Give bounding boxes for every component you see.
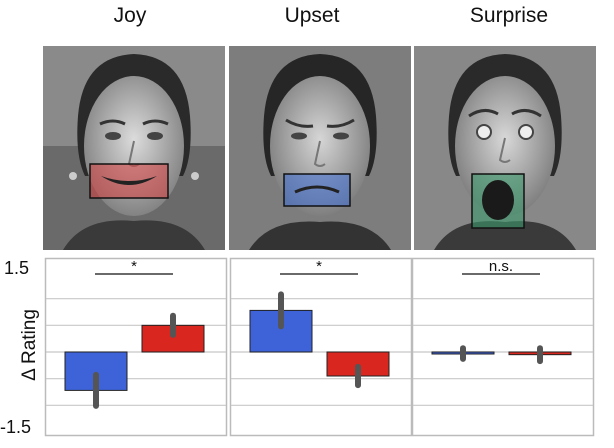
significance-label: * <box>316 258 322 275</box>
y-tick-top: 1.5 <box>4 258 30 278</box>
nose <box>498 137 511 163</box>
mouth-highlight <box>283 173 351 207</box>
panel-title-joy: Joy <box>113 4 147 27</box>
face-photo-surprise <box>414 46 596 250</box>
eyebrow-right <box>511 109 542 118</box>
face-illustration <box>414 46 596 250</box>
face-illustration <box>229 46 411 250</box>
eyebrow-left <box>285 118 314 128</box>
eye-left <box>476 124 492 140</box>
mouth <box>482 180 514 220</box>
face-illustration <box>43 46 225 250</box>
eye-right <box>518 124 534 140</box>
eyebrow-left <box>99 119 126 126</box>
bar-chart-surprise: n.s. <box>411 257 595 437</box>
earring-left <box>69 172 77 180</box>
shirt <box>434 221 576 250</box>
face-photo-joy <box>43 46 225 250</box>
earring-right <box>191 172 199 180</box>
panel-frame <box>44 257 228 437</box>
eye-right <box>333 132 349 140</box>
panel-frame <box>411 257 595 437</box>
face-photo-upset <box>229 46 411 250</box>
bar-chart-joy: * <box>44 257 228 437</box>
chart-panel-upset: * <box>229 257 413 437</box>
bar-chart-upset: * <box>229 257 413 437</box>
eyebrow-right <box>326 118 355 128</box>
panel-title-upset: Upset <box>284 4 340 27</box>
mouth <box>101 176 157 185</box>
nose <box>313 140 326 167</box>
eye-left <box>105 132 121 140</box>
shirt <box>249 221 391 250</box>
eye-right <box>147 132 163 140</box>
mouth <box>294 185 340 194</box>
y-tick-bottom: -1.5 <box>0 417 32 437</box>
y-axis-label: Δ Rating <box>19 309 40 381</box>
chart-panel-joy: * <box>44 257 228 437</box>
shirt <box>63 220 205 250</box>
panel-title-surprise: Surprise <box>469 4 549 27</box>
eyebrow-left <box>468 109 499 118</box>
eye-left <box>291 132 307 140</box>
eyebrow-right <box>142 119 169 126</box>
significance-label: * <box>131 258 137 275</box>
chart-panel-surprise: n.s. <box>411 257 595 437</box>
significance-label: n.s. <box>489 258 513 275</box>
